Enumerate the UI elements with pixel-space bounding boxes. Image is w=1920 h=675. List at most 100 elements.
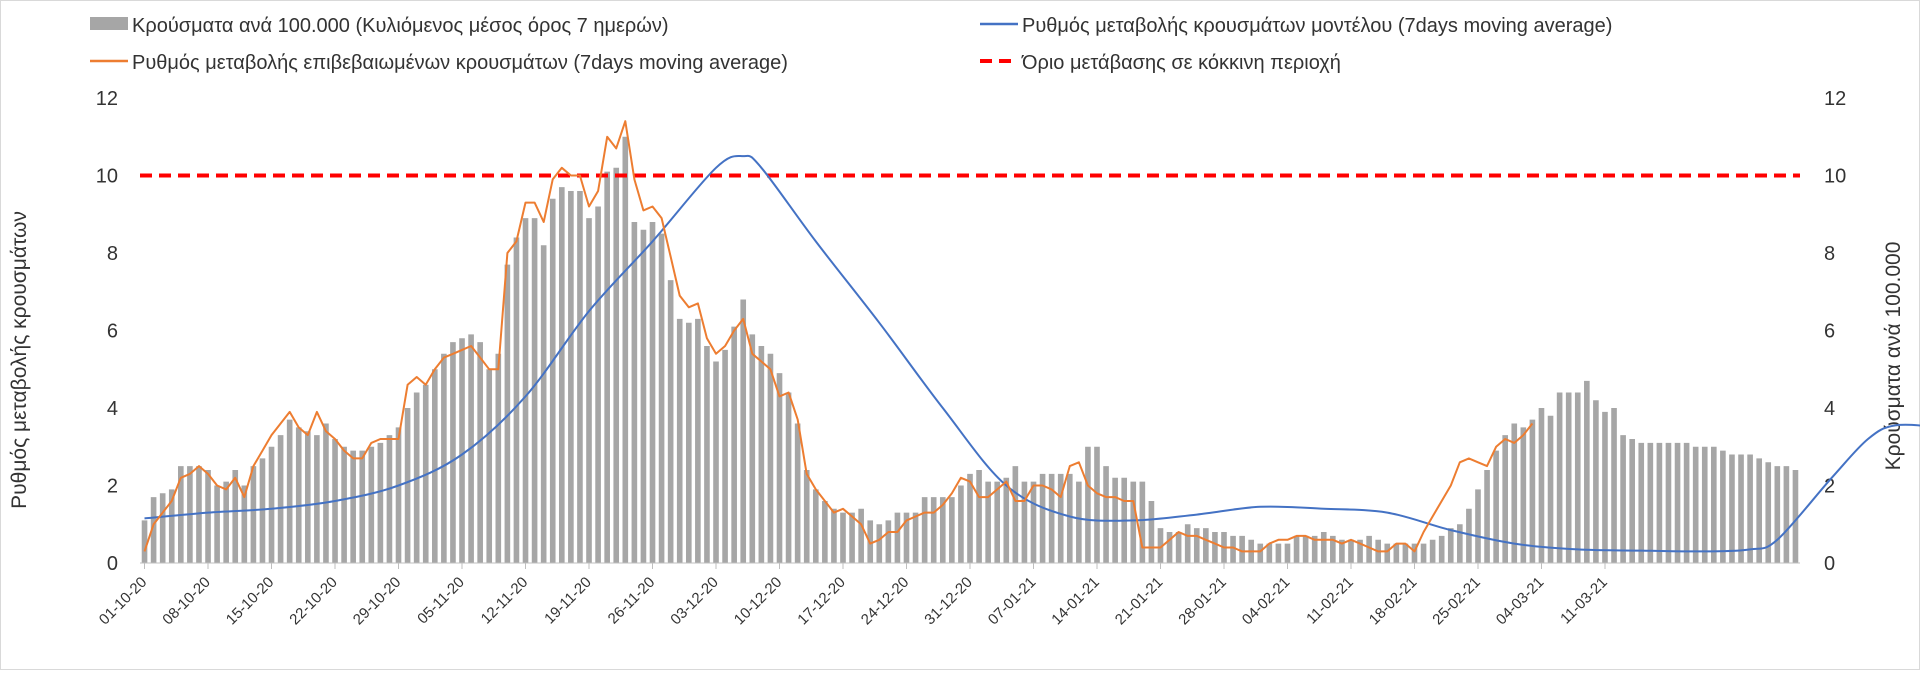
cases-bar — [913, 513, 919, 563]
cases-bar — [1003, 478, 1009, 563]
cases-bar — [831, 509, 837, 563]
cases-bar — [1076, 482, 1082, 563]
cases-bar — [495, 354, 501, 563]
cases-bar — [459, 338, 465, 563]
cases-bar — [1348, 540, 1354, 563]
cases-bar — [1511, 424, 1517, 564]
cases-bar — [1067, 474, 1073, 563]
cases-bar — [287, 420, 293, 563]
y-right-tick-label: 4 — [1824, 398, 1835, 420]
cases-bar — [786, 393, 792, 564]
y-left-axis-title: Ρυθμός μεταβολής κρουσμάτων — [8, 211, 31, 509]
y-right-axis-title: Κρούσματα ανά 100.000 — [1882, 242, 1905, 471]
y-left-tick-label: 10 — [96, 166, 118, 188]
cases-bar — [768, 354, 774, 563]
cases-bar — [559, 187, 565, 563]
cases-bar — [1130, 482, 1136, 563]
cases-bar — [1031, 482, 1037, 563]
cases-bar — [486, 369, 492, 563]
cases-bar — [777, 373, 783, 563]
cases-bar — [1675, 443, 1681, 563]
y-left-tick-label: 2 — [107, 476, 118, 498]
cases-bar — [432, 369, 438, 563]
cases-bar — [1584, 381, 1590, 563]
cases-bar — [514, 238, 520, 564]
legend-confirmed-label: Ρυθμός μεταβολής επιβεβαιωμένων κρουσμάτ… — [132, 52, 788, 74]
cases-bar — [967, 474, 973, 563]
cases-bar — [641, 230, 647, 563]
cases-bar — [1140, 482, 1146, 563]
cases-bar — [695, 319, 701, 563]
cases-bar — [223, 482, 229, 563]
cases-bar — [568, 191, 574, 563]
cases-bar — [341, 447, 347, 563]
cases-bar — [1720, 451, 1726, 563]
cases-bar — [260, 458, 266, 563]
cases-bar — [550, 199, 556, 563]
cases-bar — [1684, 443, 1690, 563]
cases-bar — [1620, 435, 1626, 563]
cases-bar — [251, 466, 257, 563]
cases-bar — [813, 489, 819, 563]
cases-bar — [350, 451, 356, 563]
cases-bar — [1430, 540, 1436, 563]
legend-cases-swatch — [90, 17, 128, 30]
cases-bar — [1593, 400, 1599, 563]
y-left-tick-label: 6 — [107, 321, 118, 343]
cases-bar — [1548, 416, 1554, 563]
cases-bar — [1629, 439, 1635, 563]
cases-bar — [387, 435, 393, 563]
cases-bar — [622, 137, 628, 563]
cases-bar — [1185, 524, 1191, 563]
cases-bar — [1103, 466, 1109, 563]
cases-bar — [1022, 482, 1028, 563]
cases-bar — [1194, 528, 1200, 563]
cases-bar — [541, 245, 547, 563]
cases-bar — [849, 513, 855, 563]
cases-bar — [686, 323, 692, 563]
cases-bar — [1566, 393, 1572, 564]
cases-bar — [214, 486, 220, 564]
cases-bar — [804, 470, 810, 563]
y-right-tick-label: 6 — [1824, 321, 1835, 343]
cases-bar — [160, 493, 166, 563]
cases-bar — [931, 497, 937, 563]
cases-bar — [949, 497, 955, 563]
cases-bar — [396, 427, 402, 563]
cases-bar — [677, 319, 683, 563]
cases-bar — [1521, 427, 1527, 563]
cases-bar — [840, 513, 846, 563]
cases-bar — [1013, 466, 1019, 563]
cases-bar — [1149, 501, 1155, 563]
cases-bar — [632, 222, 638, 563]
cases-bar — [477, 342, 483, 563]
cases-bar — [1702, 447, 1708, 563]
cases-bar — [1167, 532, 1173, 563]
cases-bar — [1493, 451, 1499, 563]
cases-bar — [1557, 393, 1563, 564]
y-right-tick-label: 8 — [1824, 243, 1835, 265]
cases-bar — [659, 234, 665, 563]
cases-bar — [586, 218, 592, 563]
cases-bar — [994, 482, 1000, 563]
y-left-tick-label: 8 — [107, 243, 118, 265]
cases-bar — [668, 280, 674, 563]
cases-bar — [1638, 443, 1644, 563]
cases-bar — [532, 218, 538, 563]
cases-bar — [1421, 544, 1427, 563]
cases-bar — [886, 520, 892, 563]
cases-bar — [441, 354, 447, 563]
cases-bar — [1475, 489, 1481, 563]
cases-bar — [1775, 466, 1781, 563]
cases-bar — [1530, 420, 1536, 563]
cases-bar — [604, 172, 610, 563]
cases-bar — [713, 362, 719, 564]
cases-bar — [731, 327, 737, 563]
cases-bar — [1285, 544, 1291, 563]
cases-bar — [142, 520, 148, 563]
cases-bar — [1294, 536, 1300, 563]
cases-bar — [1257, 544, 1263, 563]
cases-bar — [1212, 532, 1218, 563]
cases-bar — [1693, 447, 1699, 563]
